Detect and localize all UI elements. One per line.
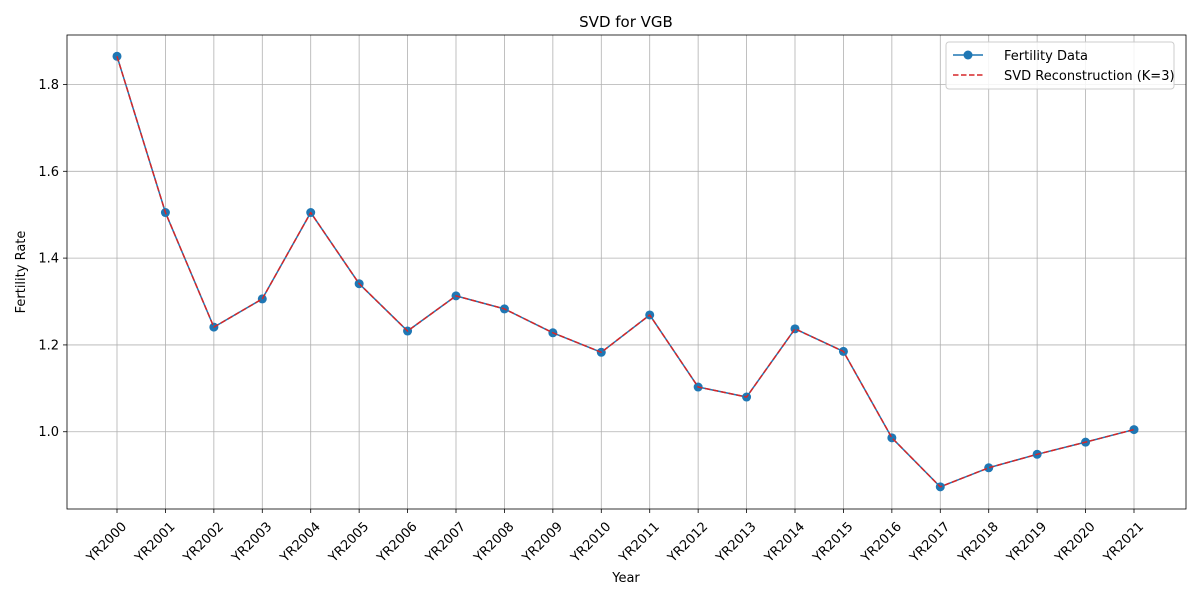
series-1: [116, 56, 1135, 488]
legend-marker-fertility: [963, 50, 973, 60]
data-point: [984, 463, 994, 473]
legend-box: [945, 41, 1175, 90]
y-tick-label: 1.2: [38, 338, 59, 353]
y-tick-label: 1.4: [38, 252, 59, 267]
data-point: [1129, 425, 1139, 435]
y-axis-title: Fertility Rate: [14, 231, 29, 314]
series-layer: [112, 51, 1139, 492]
plot-frame: [66, 34, 1187, 510]
y-tick-label: 1.8: [38, 78, 59, 93]
svd-reconstruction-line: [116, 56, 1135, 488]
legend-label-fertility: Fertility Data: [1004, 49, 1088, 64]
y-tick-label: 1.6: [38, 165, 59, 180]
y-tick-label: 1.0: [38, 425, 59, 440]
legend: Fertility Data SVD Reconstruction (K=3): [945, 41, 1175, 90]
grid: [67, 35, 1186, 509]
chart-title: SVD for VGB: [579, 13, 673, 31]
legend-label-svd: SVD Reconstruction (K=3): [1004, 69, 1175, 84]
x-axis-title: Year: [611, 571, 640, 586]
